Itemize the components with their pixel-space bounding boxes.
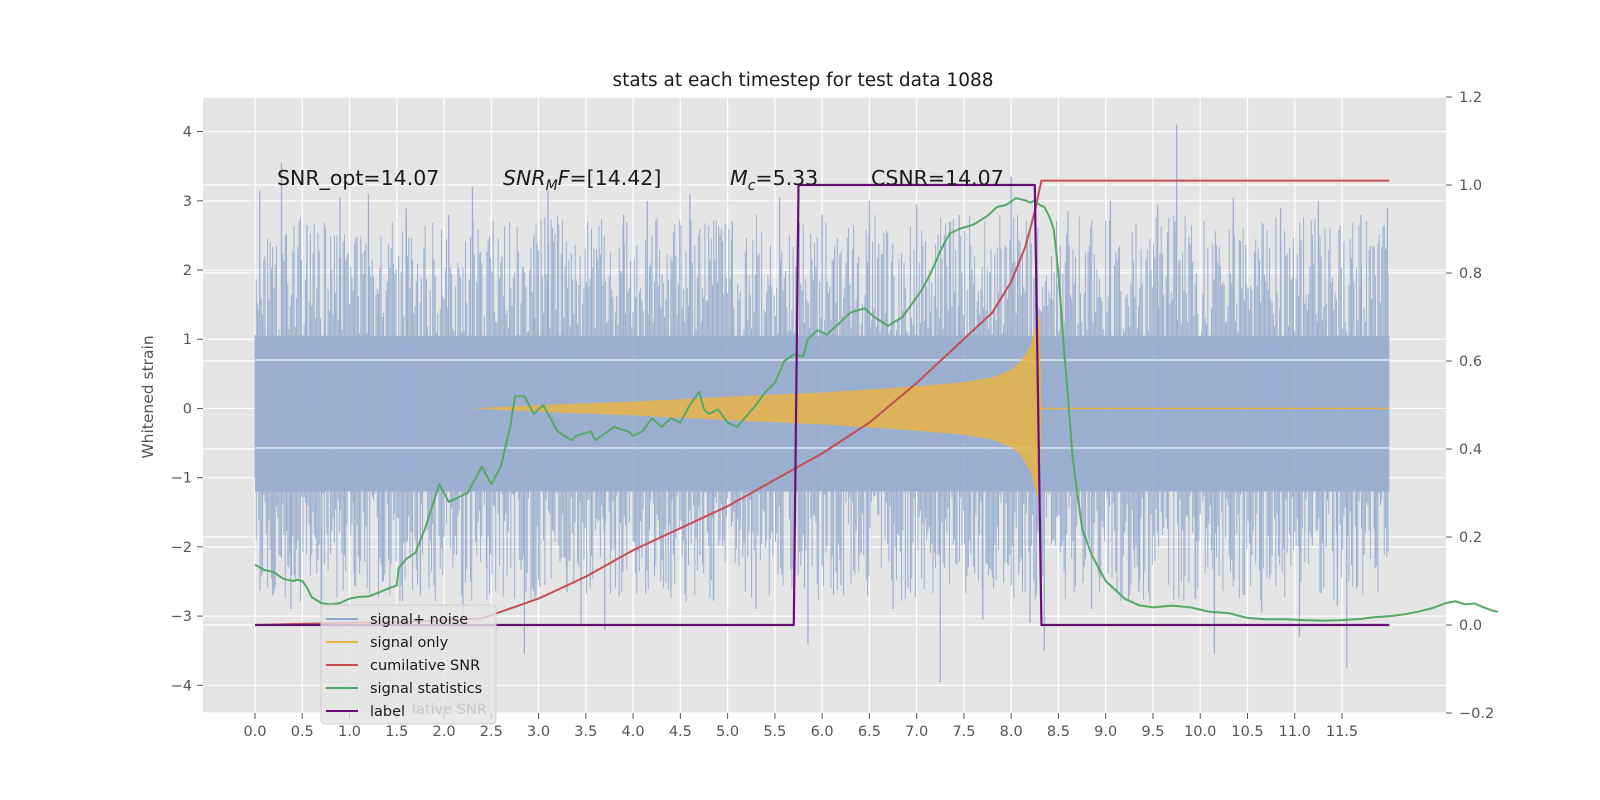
- annotation-text: Mc=5.33: [730, 166, 818, 194]
- annotation-subscript: c: [748, 178, 756, 194]
- legend-box: [320, 604, 497, 725]
- y-tick-label: 1: [183, 332, 192, 348]
- annotations: SNR_opt=14.07 SNRMF=[14.42] Mc=5.33 CSNR=14…: [277, 166, 1004, 194]
- x-tick-label: 1.0: [338, 724, 361, 740]
- x-tick-label: 11.0: [1279, 724, 1311, 740]
- y-tick-label: 2: [183, 263, 192, 279]
- y-tick-label: 0: [183, 401, 192, 417]
- annotation-main: M: [730, 166, 748, 190]
- y2-tick-label: 0.8: [1459, 266, 1482, 282]
- annotation-text: SNR_opt=14.07: [277, 166, 439, 191]
- x-tick-label: 2.0: [433, 724, 456, 740]
- y2-tick-label: 1.0: [1459, 178, 1482, 194]
- annotation-rest: =5.33: [755, 166, 818, 190]
- annotation-rest-italic: F: [558, 166, 571, 190]
- y-axis-label: Whitened strain: [139, 335, 157, 458]
- x-tick-label: 7.0: [905, 724, 928, 740]
- y-tick-label: 3: [183, 194, 192, 210]
- x-tick-label: 4.5: [669, 724, 692, 740]
- x-tick-label: 8.0: [1000, 724, 1023, 740]
- x-tick-label: 1.5: [385, 724, 408, 740]
- x-tick-label: 9.5: [1141, 724, 1164, 740]
- chart-title: stats at each timestep for test data 108…: [612, 70, 993, 91]
- annotation-subscript: M: [546, 178, 558, 194]
- y-tick-label: 4: [183, 125, 192, 141]
- y2-tick-label: 0.0: [1459, 618, 1482, 634]
- x-tick-label: 10.5: [1231, 724, 1263, 740]
- annotation-text: SNRMF=[14.42]: [503, 166, 661, 194]
- x-tick-label: 2.5: [480, 724, 503, 740]
- x-tick-label: 6.5: [858, 724, 881, 740]
- legend-label: cumilative SNR: [370, 658, 480, 674]
- x-tick-label: 3.0: [527, 724, 550, 740]
- signal-noise-series: [254, 124, 1390, 682]
- x-tick-label: 5.5: [763, 724, 786, 740]
- x-tick-label: 8.5: [1047, 724, 1070, 740]
- signal-statistics-series: [254, 197, 1499, 622]
- x-tick-label: 0.0: [243, 724, 266, 740]
- label-series: [254, 183, 1390, 627]
- x-tick-label: 0.5: [291, 724, 314, 740]
- y2-tick-label: 0.4: [1459, 442, 1482, 458]
- legend-label: signal statistics: [370, 681, 482, 697]
- y2-tick-label: −0.2: [1459, 706, 1494, 722]
- x-tick-label: 11.5: [1326, 724, 1358, 740]
- axis-ticks: 4 3 2 1 0 −1 −2 −3 −4 1.2 1.0 0.8 0.6 0.4 0.2 0.0 −0.2 0.…: [171, 90, 1495, 740]
- legend: lative SNR signal+ noise signal only cumila…: [320, 604, 497, 725]
- y-tick-label: −1: [171, 471, 192, 487]
- legend-label: label: [370, 704, 405, 720]
- legend-label: signal+ noise: [370, 612, 468, 628]
- y-tick-label: −2: [171, 540, 192, 556]
- y2-tick-label: 0.2: [1459, 530, 1482, 546]
- x-tick-label: 5.0: [716, 724, 739, 740]
- annotation-rest-plain: =[14.42]: [569, 166, 661, 190]
- annotation-text: CSNR=14.07: [871, 166, 1004, 190]
- x-tick-label: 3.5: [574, 724, 597, 740]
- y2-tick-label: 1.2: [1459, 90, 1482, 106]
- x-tick-label: 10.0: [1184, 724, 1216, 740]
- legend-ghost-text: lative SNR: [412, 702, 487, 718]
- y-tick-label: −3: [171, 609, 192, 625]
- x-tick-label: 6.0: [811, 724, 834, 740]
- x-tick-label: 7.5: [952, 724, 975, 740]
- annotation-rest: F=[14.42]: [558, 166, 662, 190]
- y-tick-label: −4: [171, 678, 192, 694]
- y2-tick-label: 0.6: [1459, 354, 1482, 370]
- x-tick-label: 4.0: [622, 724, 645, 740]
- x-tick-label: 9.0: [1094, 724, 1117, 740]
- signal-only-series: [472, 315, 1042, 502]
- annotation-main: SNR: [503, 166, 546, 190]
- legend-label: signal only: [370, 635, 449, 651]
